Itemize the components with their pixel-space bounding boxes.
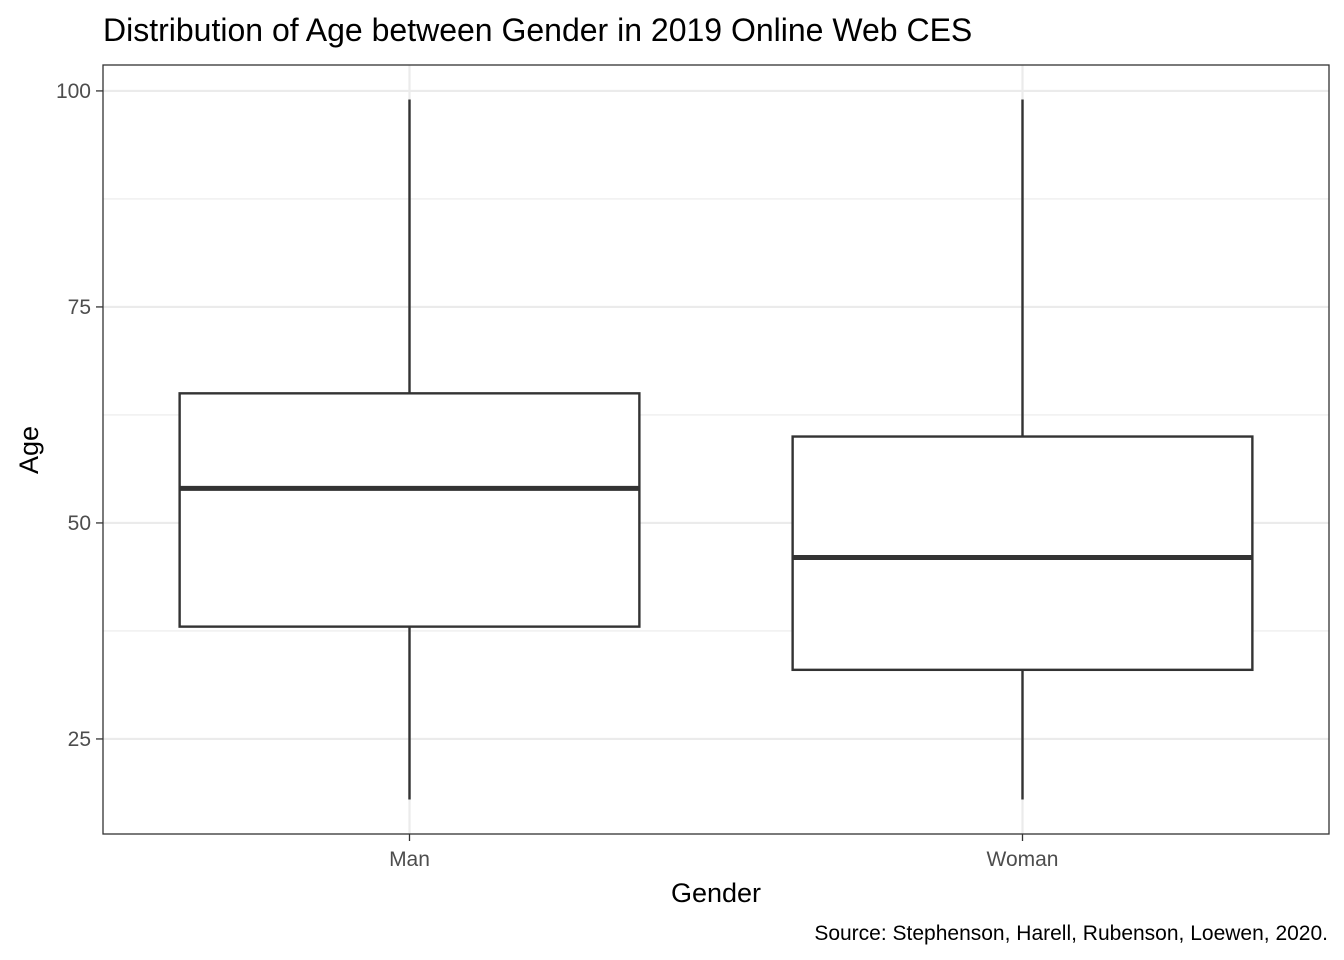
y-tick-label: 50 — [68, 512, 91, 535]
box-woman — [791, 99, 1254, 800]
y-tick-label: 75 — [68, 296, 91, 319]
box-man — [178, 99, 641, 800]
x-axis: Man Woman — [389, 834, 1058, 871]
x-tick-label: Woman — [987, 848, 1059, 871]
y-tick-label: 25 — [68, 728, 91, 751]
box-body — [178, 392, 641, 628]
chart-title: Distribution of Age between Gender in 20… — [103, 12, 972, 48]
boxes — [178, 99, 1254, 800]
panel-border — [102, 64, 1330, 835]
x-tick-label: Man — [389, 848, 430, 871]
x-axis-title: Gender — [671, 878, 761, 908]
y-axis: 25 50 75 100 — [56, 80, 103, 751]
y-axis-title: Age — [14, 426, 44, 474]
caption: Source: Stephenson, Harell, Rubenson, Lo… — [814, 922, 1328, 945]
box-body — [791, 435, 1254, 672]
y-tick-label: 100 — [56, 80, 91, 103]
